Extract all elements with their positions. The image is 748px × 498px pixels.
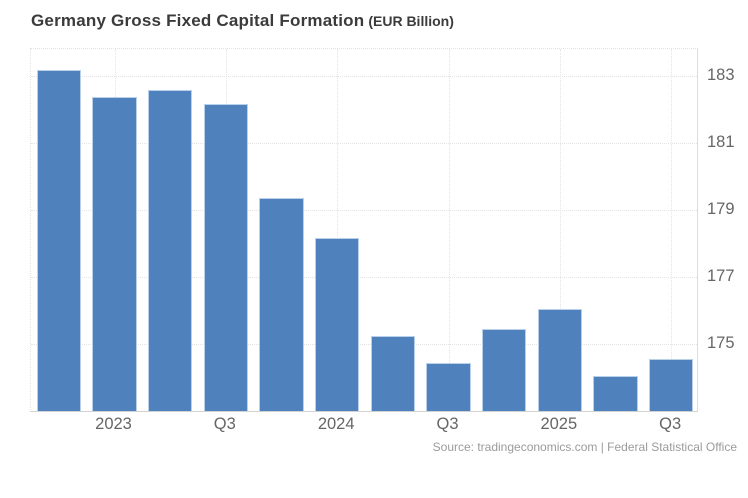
x-gridline xyxy=(559,49,561,411)
bar[interactable] xyxy=(426,362,471,411)
x-axis-tick-label: Q3 xyxy=(659,415,682,433)
bar[interactable] xyxy=(537,308,583,411)
source-attribution: Source: tradingeconomics.com | Federal S… xyxy=(432,440,737,454)
chart-subtitle: (EUR Billion) xyxy=(368,13,454,29)
y-gridline xyxy=(31,277,697,279)
bar[interactable] xyxy=(203,103,249,411)
x-axis-tick-label: Q3 xyxy=(436,415,459,433)
chart-header: Germany Gross Fixed Capital Formation (EU… xyxy=(31,11,454,31)
y-gridline xyxy=(31,210,697,211)
bar[interactable] xyxy=(259,197,304,411)
bar[interactable] xyxy=(593,376,638,411)
bar[interactable] xyxy=(147,90,193,411)
plot-area xyxy=(30,48,698,412)
x-axis-tick-label: 2024 xyxy=(317,415,355,433)
y-axis-tick-label: 175 xyxy=(707,334,735,353)
bar[interactable] xyxy=(36,70,82,411)
bar[interactable] xyxy=(648,359,694,411)
y-axis-tick-label: 181 xyxy=(707,132,735,151)
bar[interactable] xyxy=(314,238,360,411)
bar[interactable] xyxy=(92,97,137,411)
y-gridline xyxy=(31,75,697,77)
chart-title: Germany Gross Fixed Capital Formation xyxy=(31,11,365,30)
x-gridline xyxy=(337,49,339,411)
y-gridline xyxy=(31,142,697,144)
x-gridline xyxy=(671,49,673,411)
x-gridline xyxy=(448,49,450,411)
bar[interactable] xyxy=(370,335,416,411)
y-axis-tick-label: 177 xyxy=(707,267,735,286)
bar[interactable] xyxy=(481,329,527,411)
x-axis-tick-label: Q3 xyxy=(213,415,236,433)
y-axis-tick-label: 183 xyxy=(707,65,735,84)
y-gridline xyxy=(31,344,697,346)
y-axis-tick-label: 179 xyxy=(707,200,735,218)
x-axis-tick-label: 2023 xyxy=(95,415,132,433)
x-axis-tick-label: 2025 xyxy=(540,415,578,433)
